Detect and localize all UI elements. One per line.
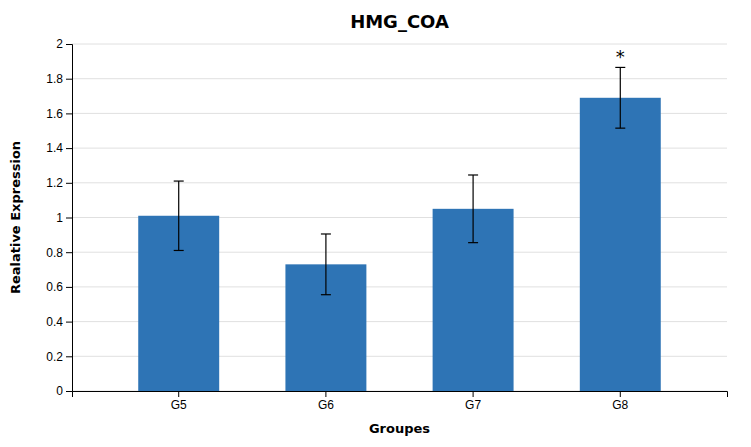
y-tick-mark	[66, 79, 72, 80]
y-axis-line	[66, 45, 73, 392]
x-tick-mark	[325, 391, 326, 397]
y-tick: 1	[56, 211, 72, 225]
y-tick: 2	[56, 37, 72, 51]
y-tick-label: 0.8	[46, 246, 63, 260]
y-axis-title: Realative Expression	[8, 141, 23, 294]
error-bar-cap	[468, 174, 478, 175]
grid	[72, 44, 727, 391]
x-tick-label: G6	[318, 398, 334, 412]
error-bar	[321, 234, 331, 295]
error-bar	[615, 67, 625, 128]
y-tick-label: 1.6	[46, 107, 63, 121]
y-tick-mark	[66, 148, 72, 149]
y-tick-mark	[66, 391, 72, 392]
bar	[580, 98, 661, 391]
error-bar-stem	[178, 181, 179, 250]
y-tick: 1.2	[46, 176, 72, 190]
y-tick-label: 1	[56, 211, 63, 225]
x-axis-title: Groupes	[369, 421, 430, 436]
x-tick-mark	[620, 391, 621, 397]
x-tick-label: G5	[171, 398, 187, 412]
y-tick-label: 0.4	[46, 315, 63, 329]
y-tick-mark	[66, 183, 72, 184]
error-bar-cap	[321, 294, 331, 295]
y-tick-label: 0.6	[46, 280, 63, 294]
x-tick: G7	[465, 391, 481, 412]
y-tick: 0	[56, 384, 72, 398]
error-bar-cap	[174, 180, 184, 181]
y-tick: 1.6	[46, 107, 72, 121]
x-axis: G5 G6 G7 G8	[73, 391, 728, 412]
grid-line	[72, 44, 727, 45]
y-tick-mark	[66, 322, 72, 323]
chart-svg: G5 G6 G7 G8 0 0.2 0.4 0.6 0.8 1 1.2 1.4 1.6 1.8 2 * HMG_…	[0, 0, 751, 447]
y-tick-label: 1.8	[46, 72, 63, 86]
y-tick-label: 2	[56, 37, 63, 51]
y-tick-mark	[66, 356, 72, 357]
error-bar-cap	[468, 242, 478, 243]
y-tick: 0.4	[46, 315, 72, 329]
y-tick-label: 1.2	[46, 176, 63, 190]
error-bar-cap	[321, 233, 331, 234]
y-tick: 0.6	[46, 280, 72, 294]
x-tick-mark	[178, 391, 179, 397]
y-tick-mark	[66, 113, 72, 114]
error-bar-cap	[174, 250, 184, 251]
x-tick-label: G7	[465, 398, 481, 412]
error-bar	[174, 181, 184, 250]
x-tick-mark	[473, 391, 474, 397]
title: HMG_COA	[350, 11, 449, 32]
y-tick-mark	[66, 287, 72, 288]
y-tick: 0.2	[46, 350, 72, 364]
marks	[138, 67, 661, 391]
y-tick-label: 0	[56, 384, 63, 398]
grid-line	[72, 78, 727, 79]
y-tick-mark	[66, 218, 72, 219]
y-tick-label: 1.4	[46, 141, 63, 155]
error-bar	[468, 175, 478, 243]
error-bar-cap	[615, 128, 625, 129]
y-tick-mark	[66, 252, 72, 253]
error-bar-stem	[620, 67, 621, 128]
annotation: *	[616, 46, 625, 67]
x-tick: G6	[318, 391, 334, 412]
x-tick: G5	[171, 391, 187, 412]
y-tick: 1.4	[46, 141, 72, 155]
y-tick-mark	[66, 44, 72, 45]
error-bar-stem	[472, 175, 473, 243]
x-tick: G8	[612, 391, 628, 412]
y-tick: 0.8	[46, 246, 72, 260]
error-bar-stem	[325, 234, 326, 295]
x-tick-label: G8	[612, 398, 628, 412]
plot: G5 G6 G7 G8 0 0.2 0.4 0.6 0.8 1 1.2 1.4 1.6 1.8 2 *	[46, 37, 727, 411]
y-axis: 0 0.2 0.4 0.6 0.8 1 1.2 1.4 1.6 1.8 2	[46, 37, 72, 398]
y-tick-label: 0.2	[46, 350, 63, 364]
y-tick: 1.8	[46, 72, 72, 86]
chart-container: G5 G6 G7 G8 0 0.2 0.4 0.6 0.8 1 1.2 1.4 1.6 1.8 2 * HMG_…	[0, 0, 751, 447]
x-axis-line	[73, 392, 728, 398]
